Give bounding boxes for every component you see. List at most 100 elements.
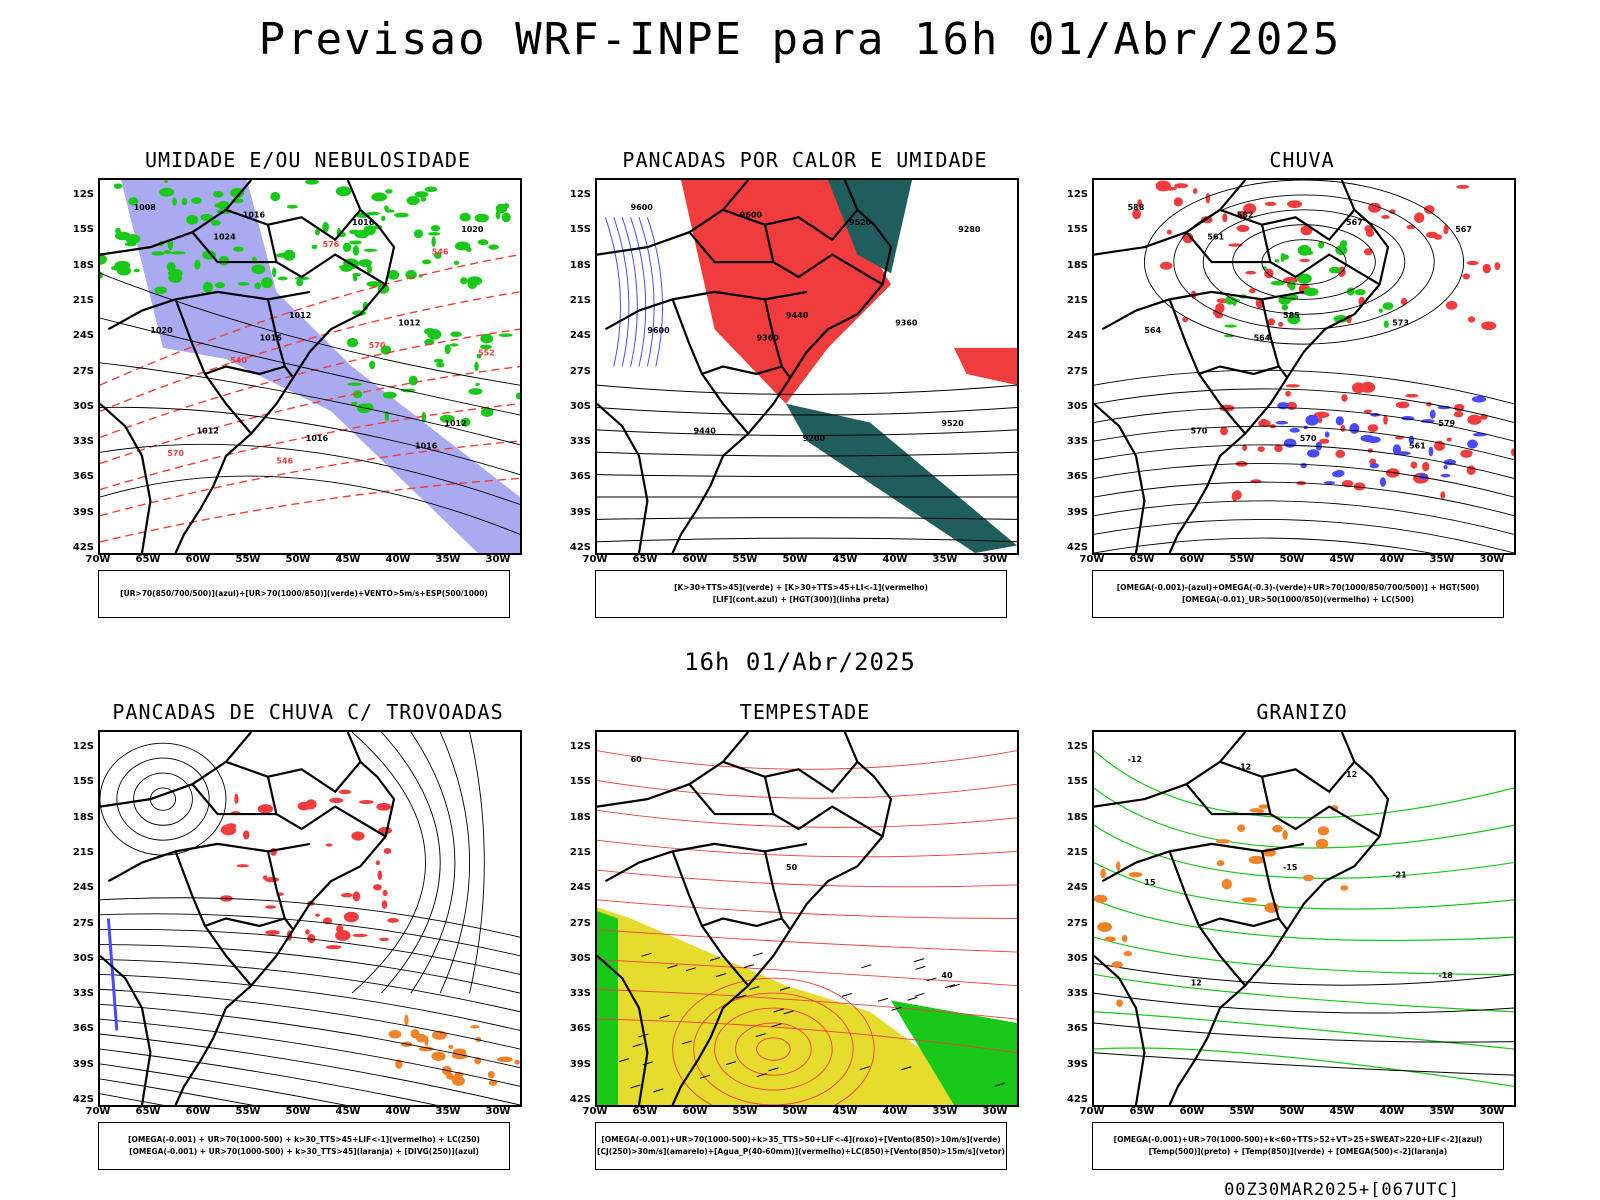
temp850-contour	[1094, 1011, 1514, 1050]
lat-tick-label: 33S	[72, 988, 94, 1000]
rain-blue-patch	[1471, 395, 1487, 403]
contour-label: 1016	[306, 434, 329, 443]
lon-tick-label: 35W	[435, 554, 461, 565]
lon-tick-label: 65W	[632, 554, 658, 565]
lat-tick-label: 12S	[72, 189, 94, 200]
map-panel: 588 585 579 582 573 570 567 564 570 567 564 561 561	[1092, 178, 1516, 555]
country-border	[1094, 402, 1146, 553]
lon-tick-label: 35W	[932, 1106, 958, 1117]
omega-orange-patch	[1237, 824, 1246, 832]
lat-tick-label: 24S	[569, 882, 591, 894]
country-border	[701, 365, 783, 376]
rain-red-patch	[1424, 205, 1435, 214]
rain-red-patch	[1299, 258, 1311, 263]
precip-water-contour	[597, 1018, 1017, 1054]
storm-red-patch	[343, 911, 359, 923]
rain-red-patch	[1453, 403, 1465, 412]
contour-label: 9520	[941, 419, 964, 428]
storm-red-patch	[378, 827, 392, 835]
rain-red-patch	[1245, 270, 1257, 275]
rain-red-patch	[1166, 229, 1172, 235]
thickness-contour	[100, 477, 520, 543]
contour-label: 40	[941, 971, 953, 980]
forecast-date-label: 16h 01/Abr/2025	[684, 648, 916, 676]
humidity-green-patch	[159, 187, 175, 197]
rain-green-patch	[1281, 304, 1289, 311]
rain-red-patch	[1445, 300, 1458, 310]
wind-vector	[749, 986, 760, 990]
lon-tick-label: 35W	[435, 1106, 461, 1117]
country-border	[1198, 917, 1280, 928]
precip-water-contour	[756, 1037, 791, 1061]
map-panel: 9600 9440 9520 9600 9360 9440 9520 9600 9200 9280…	[595, 178, 1019, 555]
rain-red-patch	[1267, 318, 1276, 326]
country-border	[1168, 298, 1247, 435]
lat-tick-label: 21S	[569, 294, 591, 306]
contour-label: 60	[631, 755, 643, 764]
humidity-green-patch	[467, 276, 483, 286]
lon-tick-label: 70W	[1079, 554, 1105, 565]
omega-orange-patch	[1302, 874, 1314, 882]
lon-tick-label: 65W	[1129, 1106, 1155, 1117]
humidity-green-patch	[186, 214, 199, 225]
lat-tick-label: 42S	[569, 542, 591, 553]
lon-tick-label: 50W	[782, 1106, 808, 1117]
humidity-green-patch	[460, 417, 471, 427]
contour-label: 561	[1409, 442, 1426, 451]
rain-blue-patch	[1420, 419, 1435, 424]
lat-tick-label: 15S	[1066, 776, 1088, 788]
legend-box: [OMEGA(-0.001) + UR>70(1000-500) + k>30_…	[98, 1122, 510, 1170]
omega-orange-patch	[1241, 897, 1257, 903]
contour-label: 546	[276, 456, 293, 465]
legend-text: [CJ(250)>30m/s](amarelo)+[Agua_P(40-60mm…	[597, 1147, 1005, 1156]
rain-red-patch	[1446, 437, 1452, 442]
lon-tick-label: 45W	[335, 1106, 361, 1117]
omega-orange-patch	[1123, 950, 1133, 957]
lat-tick-label: 42S	[1066, 1094, 1088, 1105]
storm-orange-patch	[424, 1035, 429, 1047]
humidity-green-patch	[474, 361, 479, 372]
storm-red-patch	[382, 889, 388, 897]
lat-tick-label: 33S	[569, 436, 591, 448]
humidity-green-patch	[436, 362, 445, 368]
rain-green-patch	[1329, 266, 1341, 274]
storm-red-patch	[375, 860, 380, 866]
map-panel: 1008 1012 1012 1016 1012 1012 1016 1020 1016 1020…	[98, 178, 522, 555]
lon-tick-label: 70W	[582, 554, 608, 565]
storm-red-patch	[220, 824, 237, 836]
page-title: Previsao WRF-INPE para 16h 01/Abr/2025	[258, 14, 1342, 65]
streamline	[100, 1078, 254, 1105]
omega-orange-patch	[1100, 868, 1106, 879]
wind850-area-green	[891, 1000, 1017, 1105]
contour-label: 12	[1191, 979, 1202, 988]
country-border	[1185, 231, 1271, 264]
humidity-green-patch	[154, 286, 167, 295]
pressure-isobar	[100, 475, 520, 535]
humidity-green-patch	[169, 264, 176, 269]
lat-tick-label: 15S	[72, 776, 94, 788]
wind-vector	[667, 964, 678, 969]
lon-tick-label: 30W	[982, 1106, 1008, 1117]
lon-tick-label: 55W	[235, 1106, 261, 1117]
panel-title: GRANIZO	[1256, 700, 1348, 724]
precip-water-contour	[672, 977, 875, 1105]
humidity-green-patch	[100, 271, 104, 279]
lat-tick-label: 27S	[72, 365, 94, 377]
country-border	[1260, 224, 1381, 286]
humidity-green-patch	[479, 344, 492, 350]
wind-vector	[681, 1040, 692, 1045]
wind-vector	[949, 983, 960, 988]
streamline-vortex	[100, 742, 227, 856]
storm-red-patch	[381, 900, 388, 909]
legend-box: [OMEGA(-0.001)-(azul)+OMEGA(-0.3)-(verde…	[1092, 570, 1504, 618]
run-timestamp: 00Z30MAR2025+[067UTC]	[1224, 1180, 1460, 1200]
lon-tick-label: 60W	[1179, 1106, 1205, 1117]
humidity-green-patch	[420, 196, 427, 202]
humidity-green-patch	[475, 382, 480, 386]
rain-green-patch	[1297, 244, 1312, 256]
humidity-green-patch	[515, 392, 520, 400]
lat-tick-label: 12S	[569, 189, 591, 200]
map-canvas	[100, 732, 520, 1105]
storm-red-patch	[379, 937, 390, 942]
streamline	[469, 732, 485, 994]
